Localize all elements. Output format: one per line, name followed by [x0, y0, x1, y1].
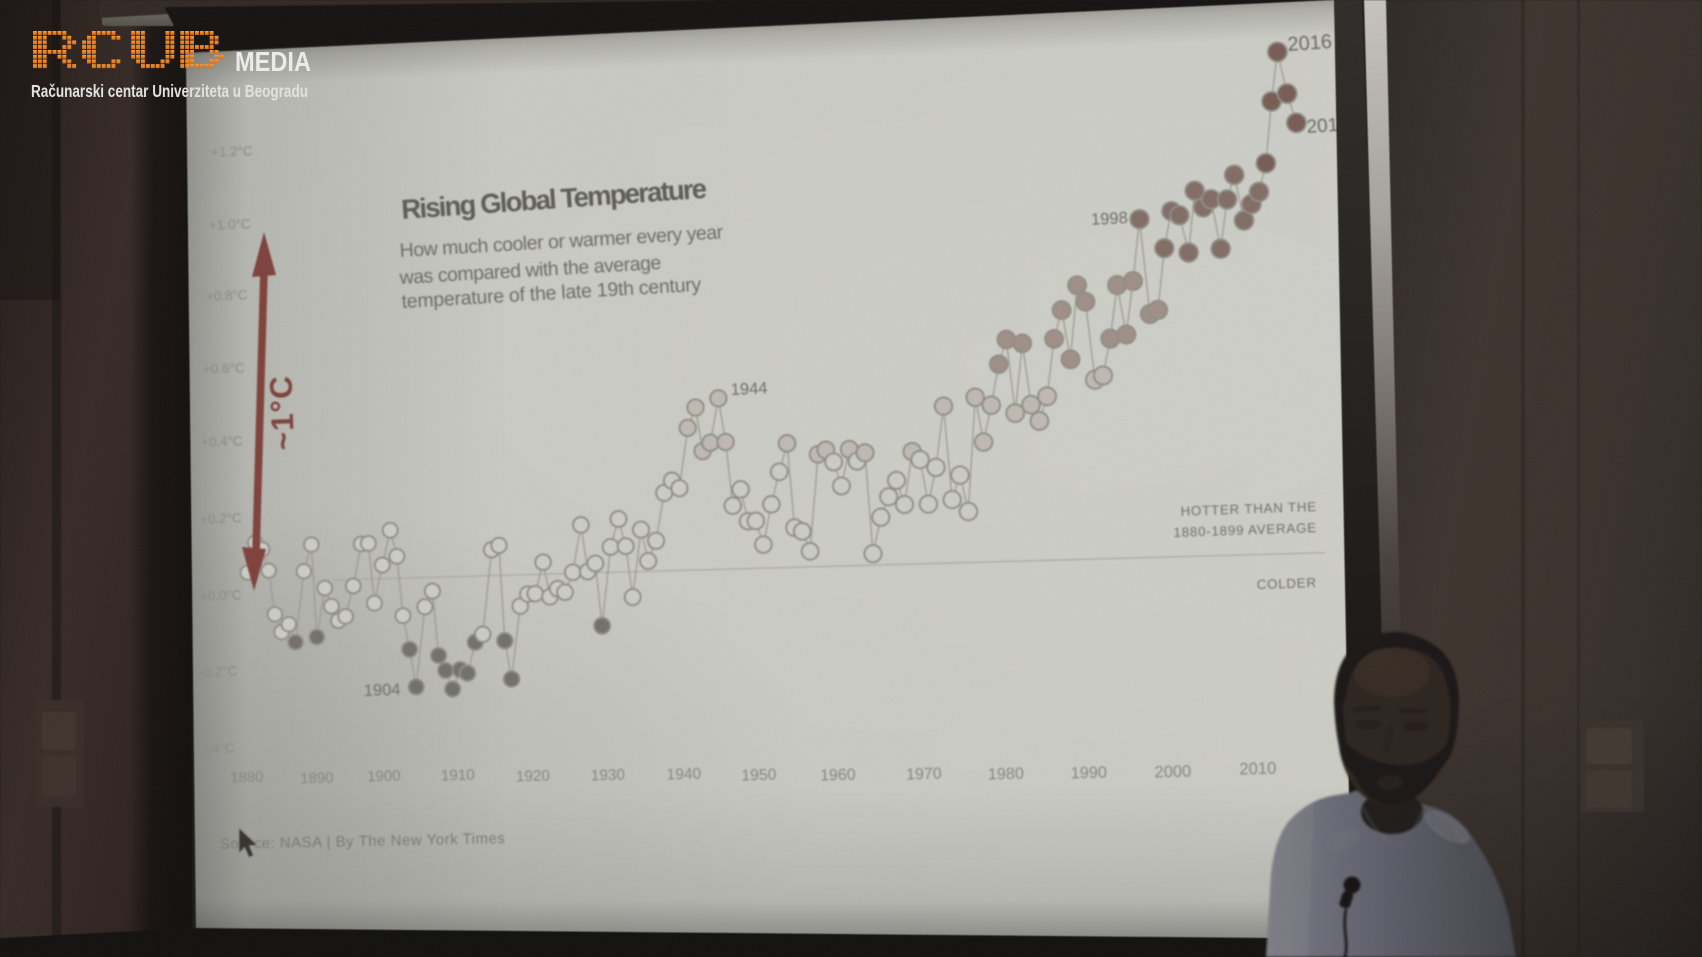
svg-text:Računarski centar Univerziteta: Računarski centar Univerziteta u Beograd… — [31, 81, 308, 101]
svg-text:MEDIA: MEDIA — [235, 46, 311, 77]
